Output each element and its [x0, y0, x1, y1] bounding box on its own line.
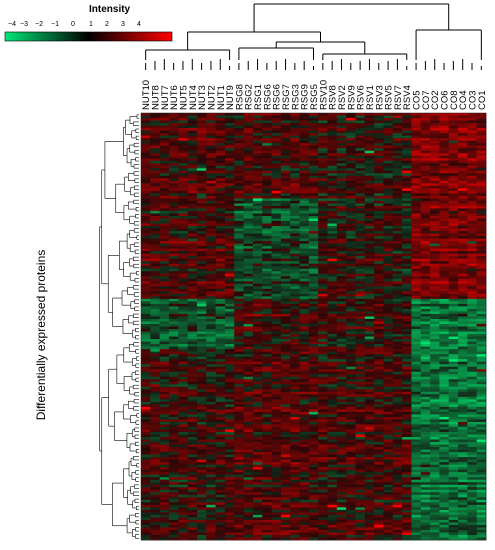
column-label: CO2	[430, 90, 441, 110]
column-label: CO8	[449, 90, 460, 110]
intensity-legend: Intensity −4 −3 −2 −1 0 1 2 3 4	[4, 4, 173, 42]
column-label: RSV10	[318, 80, 329, 110]
column-label: CO1	[477, 90, 488, 110]
column-label: RSG1	[253, 84, 264, 110]
legend-tick-label: 3	[121, 21, 125, 28]
heatmap-matrix	[140, 112, 487, 541]
column-label: CO3	[468, 90, 479, 110]
column-label: RSV6	[356, 85, 367, 110]
column-label: NUT9	[225, 85, 236, 110]
legend-tick-label: −4	[8, 21, 16, 28]
column-label: RSG3	[290, 84, 301, 110]
row-dendrogram	[99, 114, 139, 539]
column-label: RSG2	[244, 84, 255, 110]
column-label: NUT5	[178, 85, 189, 110]
legend-tick-label: −1	[51, 21, 59, 28]
column-labels: NUT10NUT8NUT7NUT6NUT5NUT4NUT3NUT2NUT1NUT…	[141, 80, 488, 110]
legend-tick-label: 0	[71, 21, 75, 28]
column-label: RSV2	[337, 85, 348, 110]
legend-tick-label: −2	[35, 21, 43, 28]
row-axis-title: Differentially expressed proteins	[34, 250, 48, 421]
column-label: NUT7	[160, 85, 171, 110]
column-label: RSG8	[234, 84, 245, 110]
column-label: RSV9	[346, 85, 357, 110]
legend-tick-labels: −4 −3 −2 −1 0 1 2 3 4	[8, 21, 141, 28]
legend-tick-label: 4	[137, 21, 141, 28]
column-label: RSV7	[393, 85, 404, 110]
column-label: RSV3	[374, 85, 385, 110]
column-dendrogram	[145, 3, 482, 70]
column-label: RSV8	[328, 85, 339, 110]
column-label: RSG9	[300, 84, 311, 110]
column-label: RSG7	[281, 84, 292, 110]
column-label: NUT6	[169, 85, 180, 110]
column-label: RSV4	[402, 85, 413, 110]
column-label: NUT10	[141, 80, 152, 110]
column-label: RSV1	[365, 85, 376, 110]
column-label: NUT4	[188, 85, 199, 110]
legend-tick-label: −3	[20, 21, 28, 28]
column-label: CO6	[440, 90, 451, 110]
legend-tick-label: 1	[89, 21, 93, 28]
column-label: NUT8	[150, 85, 161, 110]
legend-title: Intensity	[89, 4, 131, 15]
legend-tick-label: 2	[105, 21, 109, 28]
column-label: RSG6	[262, 84, 273, 110]
column-label: NUT3	[197, 85, 208, 110]
column-label: CO4	[458, 90, 469, 110]
column-label: RSV5	[384, 85, 395, 110]
legend-color-bar	[4, 31, 173, 42]
column-label: NUT1	[216, 85, 227, 110]
column-label: CO7	[421, 90, 432, 110]
column-label: RSG6	[272, 84, 283, 110]
column-label: NUT2	[206, 85, 217, 110]
column-label: RSG5	[309, 84, 320, 110]
column-label: CO5	[412, 90, 423, 110]
